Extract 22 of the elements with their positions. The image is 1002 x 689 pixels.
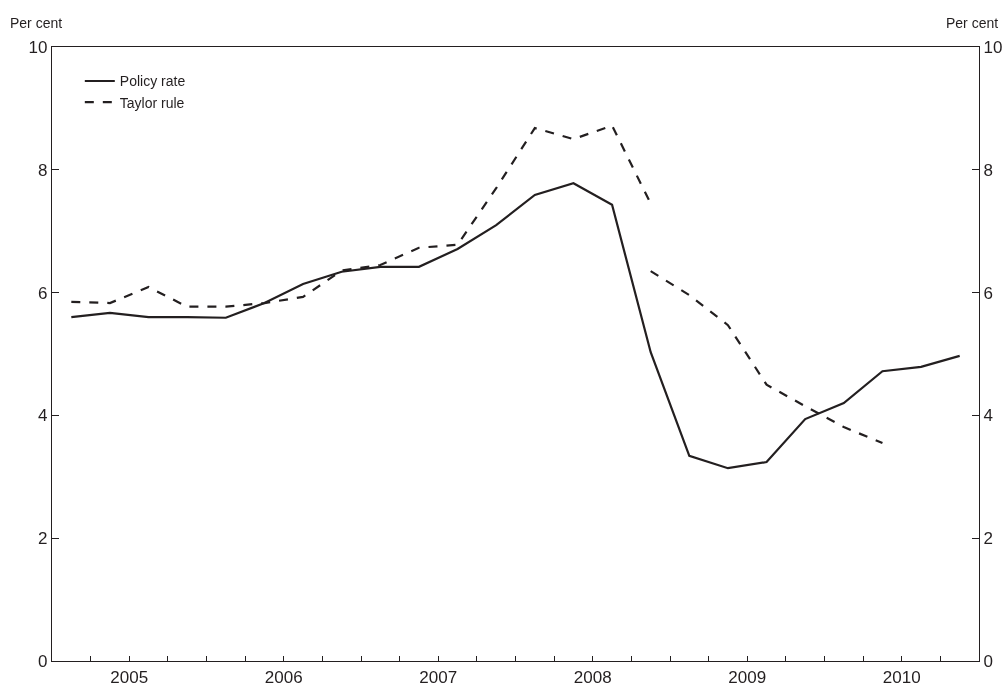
y-tick-label: 6 (38, 283, 48, 303)
x-tick-label: 2006 (264, 667, 303, 687)
legend-label: Taylor rule (119, 94, 185, 111)
y2-tick-label: 2 (983, 529, 993, 549)
y2-tick-label: 4 (983, 406, 993, 426)
y2-axis-title: Per cent (946, 15, 999, 31)
x-tick-label: 2007 (419, 667, 458, 687)
y-tick-label: 4 (38, 406, 48, 426)
y2-tick-label: 0 (983, 651, 993, 671)
legend-label: Policy rate (119, 73, 186, 90)
y-tick-label: 0 (38, 651, 48, 671)
y2-tick-label: 6 (983, 283, 993, 303)
x-tick-label: 2008 (573, 667, 612, 687)
y-tick-label: 8 (38, 160, 48, 180)
y-axis-title: Per cent (10, 15, 63, 31)
y-tick-label: 2 (38, 529, 48, 549)
y2-tick-label: 10 (983, 37, 1002, 57)
x-tick-label: 2010 (882, 667, 921, 687)
y2-tick-label: 8 (983, 160, 993, 180)
x-tick-label: 2005 (110, 667, 149, 687)
y-tick-label: 10 (28, 37, 48, 57)
x-tick-label: 2009 (728, 667, 767, 687)
